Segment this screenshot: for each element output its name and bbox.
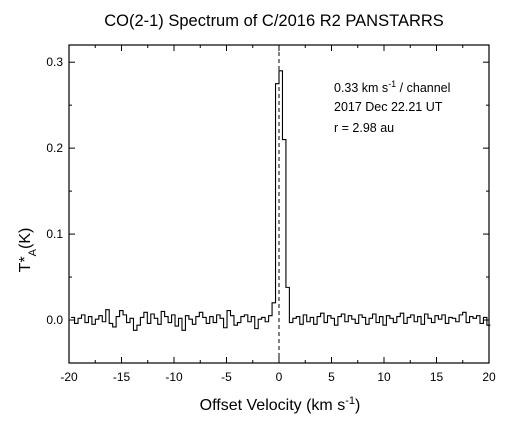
x-tick-label: 10 xyxy=(377,370,391,384)
annotation-date: 2017 Dec 22.21 UT xyxy=(334,100,443,114)
x-axis-label-sup: -1 xyxy=(345,395,355,407)
x-tick-label: 20 xyxy=(482,370,496,384)
annotation-channel-width-sup: -1 xyxy=(388,79,396,89)
x-tick-label: -10 xyxy=(165,370,183,384)
chart-title: CO(2-1) Spectrum of C/2016 R2 PANSTARRS xyxy=(104,12,444,30)
y-tick-label: 0.3 xyxy=(46,55,63,69)
y-tick-label: 0.1 xyxy=(46,227,63,241)
x-tick-label: 15 xyxy=(430,370,444,384)
y-axis-label-main: T* xyxy=(17,256,34,272)
y-tick-label: 0.0 xyxy=(46,313,63,327)
x-tick-label: -15 xyxy=(113,370,131,384)
spectrum-series xyxy=(71,70,491,331)
annotation-channel-width: 0.33 km s-1 / channel xyxy=(334,79,450,95)
annotation-channel-width-a: 0.33 km s xyxy=(334,81,388,95)
axis-ticks: -20 -15 -10 -5 0 5 10 15 20 0.0 0.1 0.2 0.3 xyxy=(46,45,496,384)
annotation-channel-width-b: / channel xyxy=(396,81,450,95)
y-axis-label-tail: (K) xyxy=(17,228,34,249)
x-axis-label-tail: ) xyxy=(355,397,360,414)
spectrum-line xyxy=(71,70,491,331)
annotation-distance: r = 2.98 au xyxy=(334,121,394,135)
annotation-block: 0.33 km s-1 / channel 2017 Dec 22.21 UT … xyxy=(334,79,450,135)
x-axis-label: Offset Velocity (km s-1) xyxy=(200,395,361,414)
x-tick-label: -20 xyxy=(60,370,78,384)
x-tick-label: 5 xyxy=(328,370,335,384)
y-tick-label: 0.2 xyxy=(46,141,63,155)
y-axis-label: T*A(K) xyxy=(17,228,39,273)
x-tick-label: 0 xyxy=(276,370,283,384)
x-tick-label: -5 xyxy=(221,370,232,384)
x-axis-label-main: Offset Velocity (km s xyxy=(200,397,346,414)
y-axis-label-sub: A xyxy=(27,248,39,256)
